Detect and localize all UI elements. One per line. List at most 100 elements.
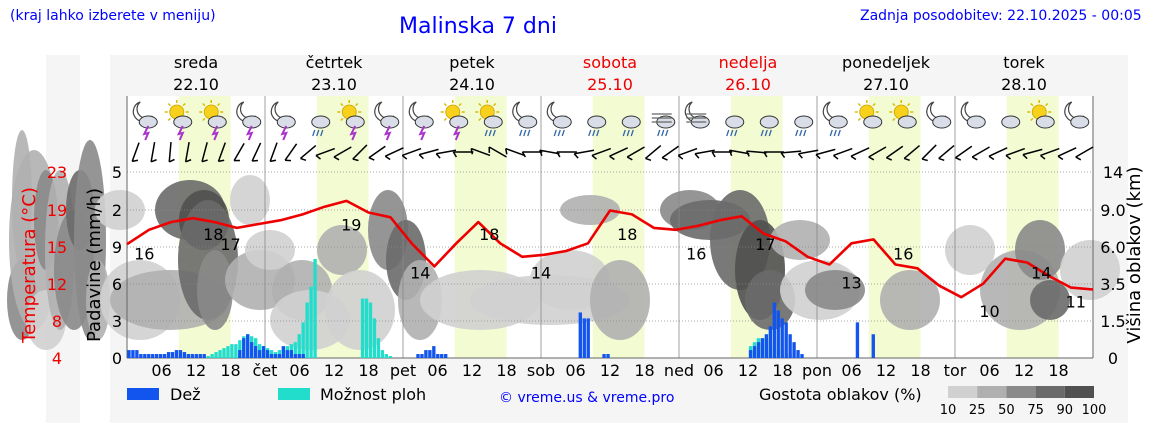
cloud-density-area	[805, 270, 865, 310]
fog-moon-icon	[684, 101, 710, 129]
x-tick-label: 18	[358, 361, 378, 380]
wind-barb	[815, 148, 836, 160]
shower-chance-bar	[222, 348, 226, 358]
temperature-value-label: 14	[410, 264, 430, 283]
wind-barb	[573, 149, 595, 159]
wind-barb	[711, 151, 733, 158]
precipitation-tick-label: 5	[112, 163, 122, 182]
rain-bar	[166, 352, 171, 358]
wind-barb	[384, 147, 404, 161]
sun-storm-icon	[440, 100, 469, 141]
x-tick-label: sob	[527, 361, 555, 380]
sun-storm-icon	[164, 100, 193, 141]
wind-barb	[539, 149, 560, 156]
x-tick-label: pon	[802, 361, 832, 380]
cloud-density-tick-label: 50	[998, 403, 1015, 418]
sun-rain-icon	[475, 100, 503, 137]
cloud-height-axis-label: Višina oblakov (km)	[1124, 166, 1145, 343]
wind-barb	[418, 148, 439, 160]
rain-bar	[784, 322, 788, 358]
x-tick-label: 06	[289, 361, 309, 380]
temperature-tick-label: 4	[52, 349, 62, 368]
rain-bar	[772, 302, 776, 358]
temperature-value-label: 18	[203, 225, 223, 244]
wind-barb	[556, 151, 577, 158]
legend-cloud-label: Gostota oblakov (%)	[759, 385, 922, 404]
cloud-density-area	[945, 225, 995, 275]
wind-barb	[315, 147, 336, 160]
precipitation-tick-label: 3	[112, 312, 122, 331]
shower-chance-bar	[301, 322, 305, 358]
wind-barb	[763, 151, 784, 158]
rain-bar	[170, 352, 175, 358]
x-tick-label: 06	[703, 361, 723, 380]
temperature-tick-label: 8	[52, 312, 62, 331]
shower-chance-bar	[380, 350, 385, 358]
cloud-rain-icon	[621, 115, 641, 137]
x-tick-label: 18	[772, 361, 792, 380]
cloud-density-area	[95, 190, 145, 230]
cloud-density-swatch	[948, 386, 978, 398]
precipitation-axis-label: Padavine (mm/h)	[84, 188, 105, 342]
cloud-density-tick-label: 90	[1057, 403, 1074, 418]
wind-barb	[435, 149, 457, 159]
day-name-label: torek	[1003, 53, 1045, 72]
rain-bar	[253, 346, 258, 358]
wind-barb	[352, 144, 368, 162]
cloud-rain-icon	[587, 115, 607, 137]
moon-cloud-icon	[926, 101, 952, 129]
wind-barb	[269, 142, 278, 163]
day-name-label: petek	[449, 53, 495, 72]
rain-bar	[436, 354, 440, 358]
rain-bar	[424, 350, 428, 358]
wind-barb	[150, 142, 157, 163]
moon-storm-icon	[374, 101, 400, 141]
region-select-link[interactable]: (kraj lahko izberete v meniju)	[10, 8, 216, 24]
cloud-density-area	[230, 175, 270, 225]
rain-bar	[246, 334, 250, 358]
wind-barb	[921, 144, 937, 162]
x-tick-label: čet	[253, 361, 278, 380]
heavy-rain-cloud-icon	[759, 115, 779, 137]
day-name-label: četrtek	[306, 53, 364, 72]
cloud-density-area	[325, 270, 395, 350]
rain-bar	[151, 354, 155, 358]
cloud-density-area	[1015, 220, 1065, 280]
shower-chance-bar	[297, 334, 301, 358]
temperature-tick-label: 23	[47, 163, 67, 182]
wind-barb	[168, 141, 175, 163]
rain-bar	[238, 350, 242, 358]
rain-bar	[432, 346, 436, 358]
shower-chance-bar	[364, 298, 369, 358]
cloud-height-tick-label: 9.0	[1100, 201, 1125, 220]
legend-shower-swatch	[278, 388, 310, 400]
temperature-value-label: 16	[686, 244, 706, 263]
wind-barb	[661, 145, 679, 161]
shower-chance-bar	[210, 354, 214, 358]
temperature-value-label: 19	[341, 216, 361, 235]
shower-chance-bar	[372, 318, 377, 358]
rain-bar	[257, 350, 262, 358]
rain-bar	[428, 350, 432, 358]
x-tick-label: 06	[841, 361, 861, 380]
cloud-density-area	[880, 270, 940, 330]
legend-shower-label: Možnost ploh	[320, 385, 426, 404]
temperature-value-label: 17	[755, 235, 775, 254]
wind-barb	[644, 144, 662, 162]
rain-bar	[586, 318, 590, 358]
shower-chance-bar	[214, 352, 218, 358]
cloud-density-area	[317, 225, 367, 275]
precipitation-tick-label: 0	[112, 349, 122, 368]
rain-bar	[198, 354, 202, 358]
wind-barb	[401, 147, 422, 160]
rain-bar	[155, 354, 159, 358]
copyright-link[interactable]: © vreme.us & vreme.pro	[499, 390, 674, 406]
sun-cloud-icon	[854, 100, 883, 129]
day-date-label: 25.10	[587, 75, 633, 94]
legend-rain-label: Dež	[170, 385, 201, 404]
cloud-rain-icon	[794, 115, 814, 137]
rain-bar	[796, 350, 800, 358]
cloud-height-tick-label: 6.0	[1100, 238, 1125, 257]
sun-storm-icon	[199, 100, 227, 141]
rain-bar	[780, 318, 784, 358]
